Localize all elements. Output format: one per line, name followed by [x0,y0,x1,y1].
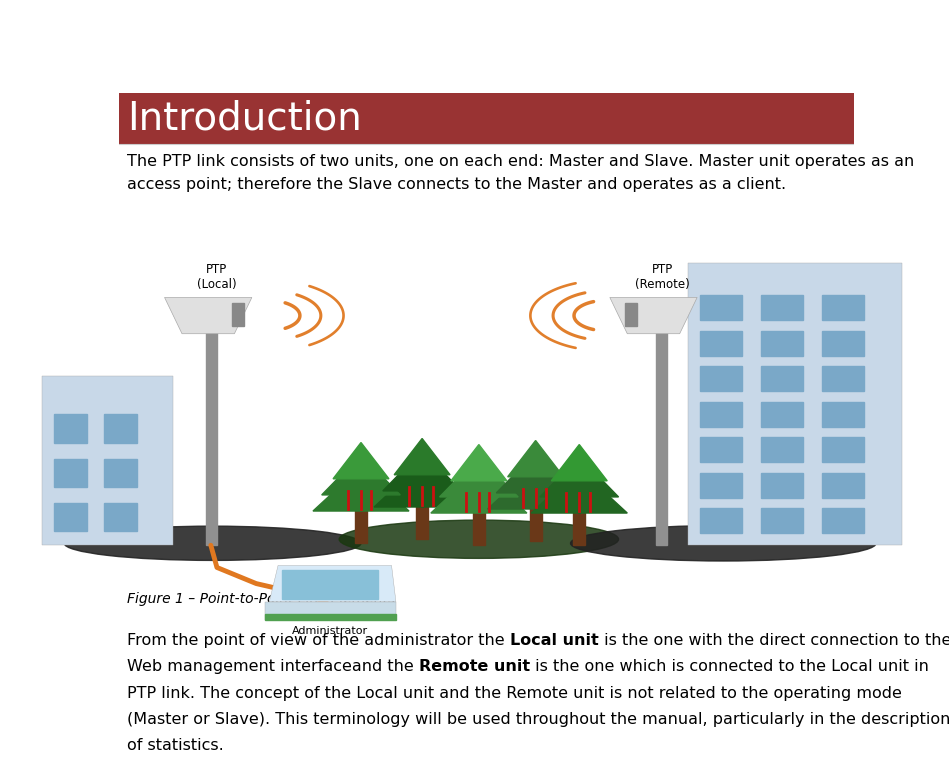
Bar [530,505,542,541]
Polygon shape [496,453,575,493]
Bar [822,473,864,498]
Bar [43,376,174,546]
Bar [473,509,485,546]
Polygon shape [488,465,584,509]
Polygon shape [322,455,400,495]
Text: (Master or Slave). This terminology will be used throughout the manual, particul: (Master or Slave). This terminology will… [127,711,949,727]
Polygon shape [270,566,396,601]
Bar [699,508,742,533]
Text: Local unit: Local unit [511,633,599,648]
Bar [265,614,396,620]
Bar [699,401,742,427]
Polygon shape [451,445,507,480]
Bar [104,415,138,443]
Bar [761,295,803,320]
Text: is the one which is connected to the Local unit in: is the one which is connected to the Loc… [530,660,929,674]
Ellipse shape [339,520,619,558]
Text: From the point of view of the administrator the: From the point of view of the administra… [127,633,511,648]
Text: The PTP link consists of two units, one on each end: Master and Slave. Master un: The PTP link consists of two units, one … [127,154,915,170]
Polygon shape [540,456,619,497]
Bar [104,503,138,531]
Bar [822,331,864,356]
Bar [573,509,586,546]
Text: Administrator: Administrator [292,626,368,636]
Bar [822,401,864,427]
Polygon shape [439,456,518,497]
Bar [656,312,667,546]
Bar [232,304,244,326]
Bar [761,473,803,498]
Polygon shape [164,298,251,334]
Bar [761,508,803,533]
Bar [761,401,803,427]
Bar [699,331,742,356]
Polygon shape [333,443,389,479]
Text: access point; therefore the Slave connects to the Master and operates as a clien: access point; therefore the Slave connec… [127,177,787,192]
Polygon shape [265,601,396,620]
Bar [355,507,367,543]
Bar [688,264,902,546]
Polygon shape [551,445,607,480]
Text: Remote unit: Remote unit [419,660,530,674]
Polygon shape [431,469,527,513]
Bar [104,459,138,487]
Text: of statistics.: of statistics. [127,738,224,753]
Bar [822,367,864,391]
Text: Web management interfaceand the: Web management interfaceand the [127,660,419,674]
Bar [699,437,742,462]
Polygon shape [610,298,698,334]
Text: is the one with the direct connection to the: is the one with the direct connection to… [599,633,949,648]
Text: PTP
(Local): PTP (Local) [197,264,236,291]
Bar [54,415,87,443]
Ellipse shape [65,526,361,560]
Text: Introduction: Introduction [127,99,363,137]
Bar [822,508,864,533]
Bar [699,295,742,320]
Bar [761,331,803,356]
Bar [206,312,217,546]
Bar [416,503,428,539]
Bar [283,570,379,599]
Polygon shape [394,439,450,475]
Bar [822,295,864,320]
Polygon shape [531,469,627,513]
Bar [699,473,742,498]
Bar [54,459,87,487]
Polygon shape [313,467,409,511]
Bar [624,304,637,326]
Polygon shape [382,450,461,491]
Bar [699,367,742,391]
Text: PTP
(Remote): PTP (Remote) [635,264,690,291]
Ellipse shape [570,525,876,561]
Bar [761,367,803,391]
Bar [761,437,803,462]
Bar [54,503,87,531]
Bar [822,437,864,462]
Polygon shape [374,463,470,507]
FancyBboxPatch shape [119,93,854,143]
Text: Figure 1 – Point-to-Point Link Elements: Figure 1 – Point-to-Point Link Elements [127,592,396,607]
Polygon shape [508,440,564,477]
Text: PTP link. The concept of the Local unit and the Remote unit is not related to th: PTP link. The concept of the Local unit … [127,686,902,701]
